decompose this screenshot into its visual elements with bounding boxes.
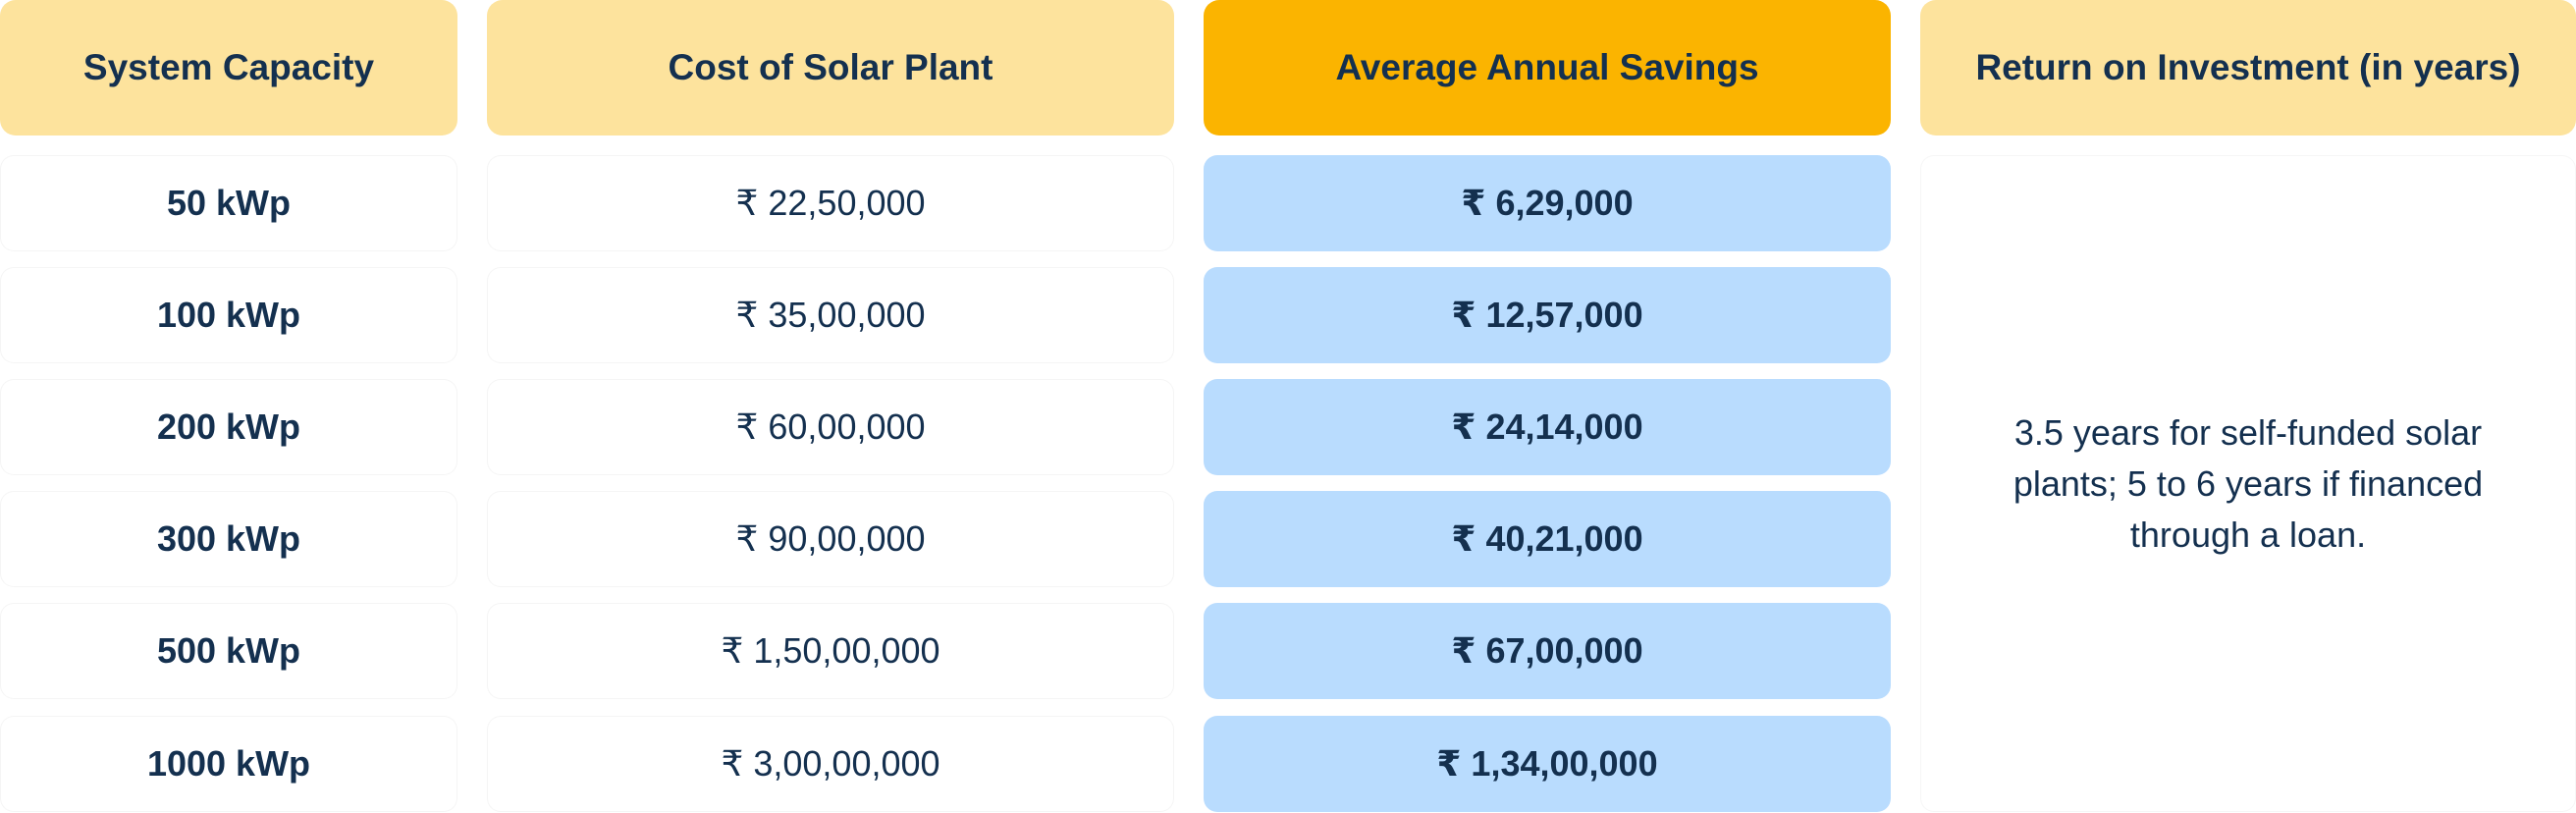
cost-cell: ₹ 22,50,000 [487,155,1174,251]
capacity-cell: 500 kWp [0,603,457,699]
capacity-cell: 50 kWp [0,155,457,251]
savings-header: Average Annual Savings [1204,0,1891,136]
savings-cell: ₹ 40,21,000 [1204,491,1891,587]
cost-cell: ₹ 1,50,00,000 [487,603,1174,699]
cost-header: Cost of Solar Plant [487,0,1174,136]
cost-column: Cost of Solar Plant ₹ 22,50,000 ₹ 35,00,… [487,0,1174,813]
cost-cell: ₹ 60,00,000 [487,379,1174,475]
savings-cell: ₹ 12,57,000 [1204,267,1891,363]
capacity-column: System Capacity 50 kWp 100 kWp 200 kWp 3… [0,0,457,813]
capacity-cell: 200 kWp [0,379,457,475]
savings-cell: ₹ 1,34,00,000 [1204,716,1891,812]
capacity-header: System Capacity [0,0,457,136]
capacity-cell: 100 kWp [0,267,457,363]
cost-cell: ₹ 3,00,00,000 [487,716,1174,812]
roi-text: 3.5 years for self-funded solar plants; … [2012,411,2484,555]
roi-merged-cell: 3.5 years for self-funded solar plants; … [1920,155,2576,812]
savings-column: Average Annual Savings ₹ 6,29,000 ₹ 12,5… [1204,0,1891,813]
savings-cell: ₹ 6,29,000 [1204,155,1891,251]
capacity-cell: 1000 kWp [0,716,457,812]
savings-cell: ₹ 67,00,000 [1204,603,1891,699]
roi-header: Return on Investment (in years) [1920,0,2576,136]
roi-column: Return on Investment (in years) 3.5 year… [1920,0,2576,813]
capacity-cell: 300 kWp [0,491,457,587]
savings-cell: ₹ 24,14,000 [1204,379,1891,475]
cost-cell: ₹ 35,00,000 [487,267,1174,363]
cost-cell: ₹ 90,00,000 [487,491,1174,587]
